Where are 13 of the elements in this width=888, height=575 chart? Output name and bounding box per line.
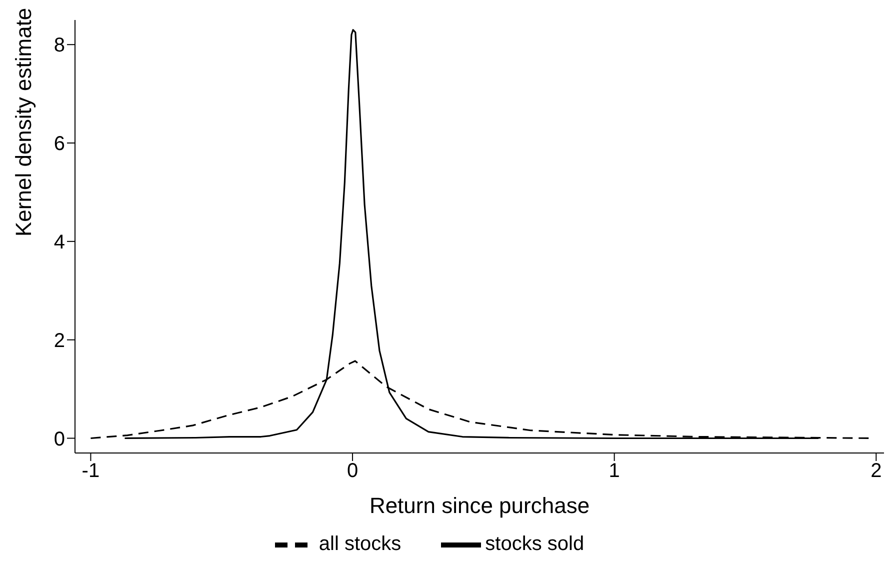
x-tick-label: 0	[346, 460, 358, 482]
x-tick-label: -1	[82, 460, 100, 482]
y-tick-label: 0	[54, 428, 65, 450]
y-tick-label: 6	[54, 133, 65, 156]
x-axis-title: Return since purchase	[369, 493, 590, 518]
y-axis-title: Kernel density estimate	[10, 8, 36, 236]
y-tick-label: 8	[54, 34, 65, 57]
x-tick-label: 2	[870, 460, 882, 482]
y-tick-label: 4	[54, 232, 65, 254]
x-tick-label: 1	[608, 460, 620, 482]
legend-label: stocks sold	[485, 533, 584, 556]
legend-label: all stocks	[318, 533, 402, 556]
y-tick-label: 2	[54, 330, 65, 352]
